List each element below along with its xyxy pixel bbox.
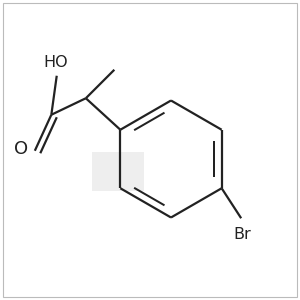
FancyBboxPatch shape — [92, 152, 144, 190]
Text: O: O — [14, 140, 28, 158]
Text: HO: HO — [43, 55, 68, 70]
Text: Br: Br — [234, 227, 251, 242]
